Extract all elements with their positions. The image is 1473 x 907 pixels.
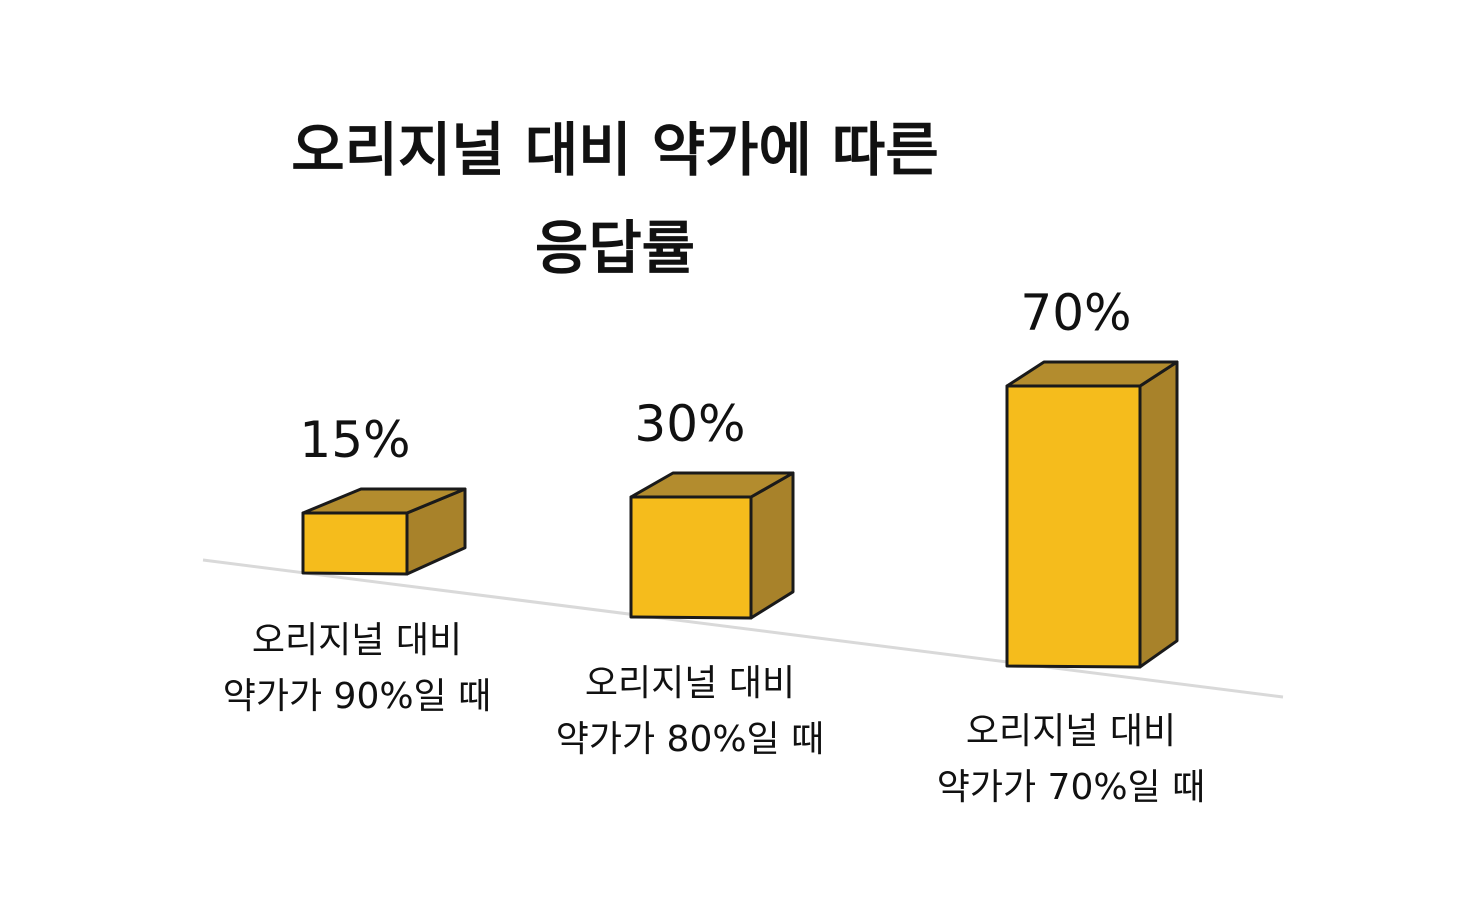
value-label-2: 30% bbox=[634, 395, 745, 453]
bar-side-3 bbox=[1138, 360, 1179, 669]
chart-title-line-2: 응답률 bbox=[535, 214, 695, 282]
baseline bbox=[202, 558, 1284, 699]
category-label-3-line-2: 약가가 70%일 때 bbox=[937, 767, 1206, 808]
category-label-1-line-2: 약가가 90%일 때 bbox=[223, 676, 492, 717]
chart-title-line-1: 오리지널 대비 약가에 따른 bbox=[291, 116, 939, 184]
category-label-2-line-2: 약가가 80%일 때 bbox=[556, 719, 825, 760]
value-label-3: 70% bbox=[1020, 284, 1131, 342]
category-label-2-line-1: 오리지널 대비 bbox=[585, 663, 795, 704]
category-label-1-line-1: 오리지널 대비 bbox=[252, 620, 462, 661]
value-label-1: 15% bbox=[299, 411, 410, 469]
bar-2 bbox=[629, 495, 753, 620]
bar-3 bbox=[1005, 384, 1142, 669]
bar-1 bbox=[301, 511, 409, 576]
category-label-3-line-1: 오리지널 대비 bbox=[966, 711, 1176, 752]
